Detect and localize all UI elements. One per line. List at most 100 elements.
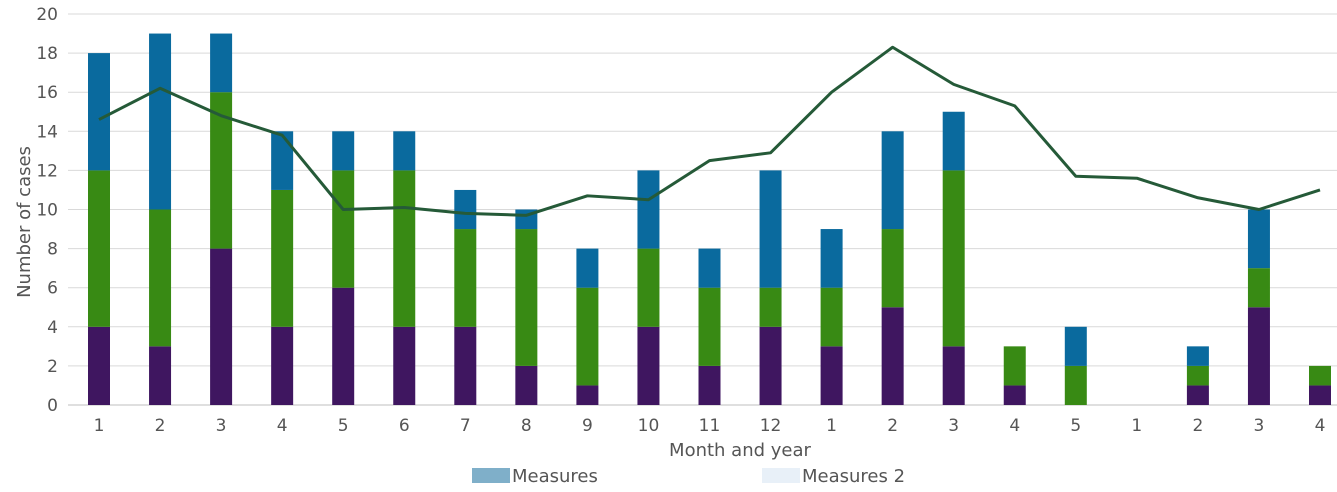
bar-segment	[1064, 365, 1087, 405]
x-tick-label: 5	[338, 416, 349, 436]
bar-segment	[942, 170, 965, 347]
legend-label: Measures	[512, 466, 598, 487]
bar-segment	[393, 170, 416, 327]
bar-segment	[1186, 365, 1209, 386]
bar-segment	[759, 170, 782, 288]
x-tick-label: 9	[582, 416, 593, 436]
bar-segment	[942, 111, 965, 171]
x-tick-label: 2	[1192, 416, 1203, 436]
bar-segment	[1247, 209, 1270, 269]
bar-segment	[637, 170, 660, 249]
legend: Measures Measures 2	[472, 466, 905, 487]
bar-segment	[1186, 385, 1209, 405]
legend-label: Measures 2	[802, 466, 905, 487]
bar-segment	[454, 189, 477, 230]
bar-segment	[210, 33, 233, 93]
x-tick-label: 1	[94, 416, 105, 436]
x-tick-label: 4	[277, 416, 288, 436]
x-tick-label: 2	[887, 416, 898, 436]
x-tick-label: 4	[1009, 416, 1020, 436]
bar-segment	[210, 92, 233, 249]
bar-segment	[820, 346, 843, 405]
legend-swatch	[762, 468, 800, 483]
bar-segment	[454, 326, 477, 405]
y-tick-label: 10	[36, 201, 58, 221]
y-tick-label: 18	[36, 44, 58, 64]
x-tick-label: 1	[1131, 416, 1142, 436]
bar-segment	[698, 365, 721, 405]
bar-segment	[1309, 385, 1331, 405]
x-tick-label: 2	[155, 416, 166, 436]
bar-segment	[332, 287, 355, 405]
bar-segment	[271, 189, 294, 327]
y-tick-label: 2	[47, 357, 58, 377]
bar-segment	[332, 131, 355, 171]
bar-segment	[1003, 385, 1026, 405]
x-tick-label: 8	[521, 416, 532, 436]
bar-segment	[881, 307, 904, 405]
bar-segment	[576, 385, 599, 405]
bar-segment	[759, 287, 782, 327]
bar-segment	[576, 248, 599, 288]
bar-segment	[271, 326, 294, 405]
x-tick-label: 6	[399, 416, 410, 436]
bar-segment	[637, 326, 660, 405]
bar-segment	[393, 326, 416, 405]
bar-segment	[637, 248, 660, 327]
bar-segment	[698, 248, 721, 288]
x-tick-label: 12	[760, 416, 782, 436]
bar-segment	[1247, 307, 1270, 405]
trend-line-path	[98, 45, 1321, 217]
bar-segment	[515, 365, 538, 405]
y-tick-label: 16	[36, 83, 58, 103]
bar-segment	[149, 346, 172, 405]
y-tick-label: 14	[36, 122, 58, 142]
bar-segment	[149, 33, 172, 210]
x-tick-label: 4	[1315, 416, 1326, 436]
x-tick-label: 5	[1070, 416, 1081, 436]
bar-segment	[1003, 346, 1026, 386]
x-tick-label: 3	[948, 416, 959, 436]
bar-segment	[576, 287, 599, 386]
bar-segment	[1309, 365, 1331, 386]
bar-segment	[454, 229, 477, 327]
y-tick-label: 6	[47, 279, 58, 299]
x-tick-label: 3	[216, 416, 227, 436]
y-tick-label: 12	[36, 161, 58, 181]
y-tick-label: 4	[47, 318, 58, 338]
x-tick-label: 11	[699, 416, 721, 436]
bar-segment	[759, 326, 782, 405]
bar-segment	[881, 229, 904, 308]
y-tick-label: 20	[36, 5, 58, 25]
bar-segment	[820, 229, 843, 288]
trend-line	[98, 45, 1321, 217]
bar-segment	[88, 53, 110, 171]
y-tick-label: 0	[47, 396, 58, 416]
bar-segment	[210, 248, 233, 405]
x-tick-label: 7	[460, 416, 471, 436]
bar-segment	[88, 170, 110, 327]
x-tick-label: 1	[826, 416, 837, 436]
bar-segment	[271, 131, 294, 190]
bar-segment	[698, 287, 721, 366]
bar-segment	[881, 131, 904, 230]
bar-segment	[1064, 326, 1087, 366]
bar-segment	[820, 287, 843, 347]
x-axis-label: Month and year	[669, 440, 811, 461]
bar-segment	[332, 170, 355, 288]
bar-segment	[1247, 268, 1270, 308]
bars	[88, 33, 1331, 405]
y-axis-label: Number of cases	[14, 146, 35, 298]
bar-segment	[942, 346, 965, 405]
y-tick-label: 8	[47, 240, 58, 260]
bar-segment	[515, 229, 538, 366]
x-tick-label: 10	[638, 416, 660, 436]
bar-segment	[149, 209, 172, 347]
bar-segment	[88, 326, 110, 405]
x-tick-label: 3	[1254, 416, 1265, 436]
legend-swatch	[472, 468, 510, 483]
bar-segment	[1186, 346, 1209, 366]
